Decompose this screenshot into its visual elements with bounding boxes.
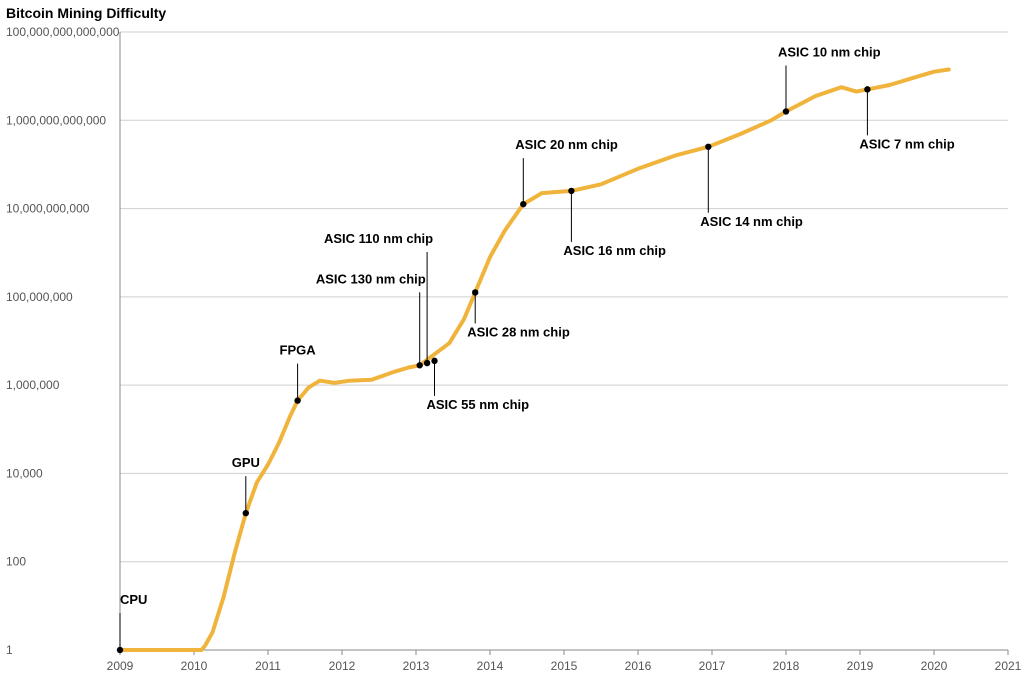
x-tick-label: 2013 [403, 659, 430, 673]
x-tick-label: 2009 [107, 659, 134, 673]
marker-label-cpu: CPU [120, 592, 147, 607]
x-tick-label: 2020 [921, 659, 948, 673]
marker-dot [243, 510, 249, 516]
difficulty-line [120, 70, 949, 651]
y-tick-label: 1 [6, 643, 13, 657]
marker-label-fpga: FPGA [280, 343, 317, 358]
marker-dot [864, 86, 870, 92]
x-tick-label: 2014 [477, 659, 504, 673]
x-tick-label: 2021 [995, 659, 1022, 673]
marker-label-gpu: GPU [232, 455, 260, 470]
marker-dot [472, 289, 478, 295]
marker-label-asic28: ASIC 28 nm chip [467, 324, 570, 339]
x-tick-label: 2011 [255, 659, 281, 673]
marker-dot [520, 201, 526, 207]
marker-dot [424, 360, 430, 366]
x-tick-label: 2010 [181, 659, 208, 673]
y-tick-label: 100 [6, 555, 26, 569]
marker-label-asic10: ASIC 10 nm chip [778, 44, 881, 59]
y-tick-label: 10,000 [6, 466, 43, 480]
y-tick-label: 10,000,000,000 [6, 202, 90, 216]
marker-label-asic110: ASIC 110 nm chip [324, 231, 433, 246]
x-tick-label: 2012 [329, 659, 356, 673]
marker-label-asic130: ASIC 130 nm chip [316, 271, 426, 286]
marker-dot [568, 188, 574, 194]
marker-label-asic55: ASIC 55 nm chip [427, 397, 530, 412]
x-tick-label: 2017 [699, 659, 726, 673]
marker-dot [431, 358, 437, 364]
marker-label-asic7: ASIC 7 nm chip [859, 136, 954, 151]
marker-dot [705, 144, 711, 150]
y-tick-label: 100,000,000 [6, 290, 73, 304]
y-tick-label: 1,000,000,000,000 [6, 113, 106, 127]
marker-dot [117, 647, 123, 653]
marker-dot [417, 362, 423, 368]
marker-label-asic14: ASIC 14 nm chip [700, 214, 803, 229]
y-tick-label: 1,000,000 [6, 378, 60, 392]
marker-label-asic16: ASIC 16 nm chip [563, 243, 666, 258]
x-tick-label: 2016 [625, 659, 652, 673]
marker-label-asic20: ASIC 20 nm chip [515, 137, 618, 152]
x-tick-label: 2019 [847, 659, 874, 673]
y-tick-label: 100,000,000,000,000 [6, 25, 120, 39]
marker-dot [783, 108, 789, 114]
marker-dot [294, 397, 300, 403]
chart-title: Bitcoin Mining Difficulty [6, 5, 166, 21]
x-tick-label: 2018 [773, 659, 800, 673]
difficulty-chart: Bitcoin Mining Difficulty 1 100 10,000 1,000… [0, 0, 1024, 690]
x-tick-label: 2015 [551, 659, 578, 673]
chart-container: { "chart": { "type": "line", "title": "B… [0, 0, 1024, 690]
